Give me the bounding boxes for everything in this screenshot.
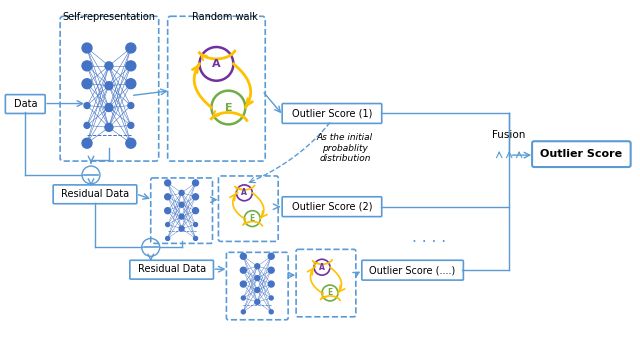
Text: Residual Data: Residual Data <box>61 189 129 199</box>
Circle shape <box>241 281 246 287</box>
Text: E: E <box>250 214 255 223</box>
Circle shape <box>126 138 136 148</box>
Circle shape <box>82 138 92 148</box>
Text: Data: Data <box>13 99 37 108</box>
Circle shape <box>82 79 92 89</box>
Circle shape <box>84 103 90 108</box>
Circle shape <box>105 62 113 70</box>
Circle shape <box>128 103 134 108</box>
Circle shape <box>193 180 198 186</box>
Circle shape <box>255 264 260 269</box>
Circle shape <box>82 61 92 71</box>
Text: Outlier Score (1): Outlier Score (1) <box>292 108 372 118</box>
Circle shape <box>126 61 136 71</box>
Circle shape <box>269 310 273 314</box>
Circle shape <box>164 180 171 186</box>
FancyBboxPatch shape <box>53 185 137 204</box>
Text: A: A <box>319 263 325 272</box>
FancyBboxPatch shape <box>532 141 630 167</box>
FancyBboxPatch shape <box>282 197 381 217</box>
Circle shape <box>241 310 245 314</box>
Text: Random walk: Random walk <box>193 12 259 22</box>
Circle shape <box>241 267 246 273</box>
Text: E: E <box>327 288 333 297</box>
Circle shape <box>193 194 198 200</box>
Circle shape <box>105 104 113 112</box>
Circle shape <box>166 223 170 226</box>
Circle shape <box>255 299 260 305</box>
Circle shape <box>84 122 90 128</box>
Circle shape <box>105 123 113 131</box>
Circle shape <box>105 82 113 90</box>
Text: Self-representation: Self-representation <box>63 12 156 22</box>
Circle shape <box>255 276 260 281</box>
Text: E: E <box>225 103 232 113</box>
FancyBboxPatch shape <box>282 104 381 123</box>
Text: Residual Data: Residual Data <box>138 264 205 274</box>
Circle shape <box>269 296 273 300</box>
FancyBboxPatch shape <box>362 260 463 280</box>
Circle shape <box>193 208 198 214</box>
Circle shape <box>193 236 198 240</box>
Circle shape <box>166 236 170 240</box>
Circle shape <box>126 43 136 53</box>
Text: Fusion: Fusion <box>493 130 526 140</box>
FancyBboxPatch shape <box>5 94 45 114</box>
Text: As the initial
probablity
distribution: As the initial probablity distribution <box>317 133 373 163</box>
Circle shape <box>179 214 184 219</box>
Circle shape <box>193 223 198 226</box>
Circle shape <box>179 226 184 231</box>
Circle shape <box>128 122 134 128</box>
Text: Outlier Score (2): Outlier Score (2) <box>292 202 372 212</box>
Circle shape <box>164 208 171 214</box>
Circle shape <box>179 202 184 207</box>
Circle shape <box>241 253 246 259</box>
Circle shape <box>268 281 274 287</box>
Text: Outlier Score (....): Outlier Score (....) <box>369 265 456 275</box>
Circle shape <box>241 296 245 300</box>
Text: · · · ·: · · · · <box>412 235 447 250</box>
Circle shape <box>179 190 184 195</box>
Text: A: A <box>241 188 247 197</box>
Circle shape <box>82 43 92 53</box>
Circle shape <box>126 79 136 89</box>
Text: Outlier Score: Outlier Score <box>540 149 622 159</box>
Circle shape <box>255 287 260 293</box>
Circle shape <box>164 194 171 200</box>
FancyBboxPatch shape <box>130 260 214 279</box>
Circle shape <box>268 267 274 273</box>
Circle shape <box>268 253 274 259</box>
Text: A: A <box>212 59 221 69</box>
